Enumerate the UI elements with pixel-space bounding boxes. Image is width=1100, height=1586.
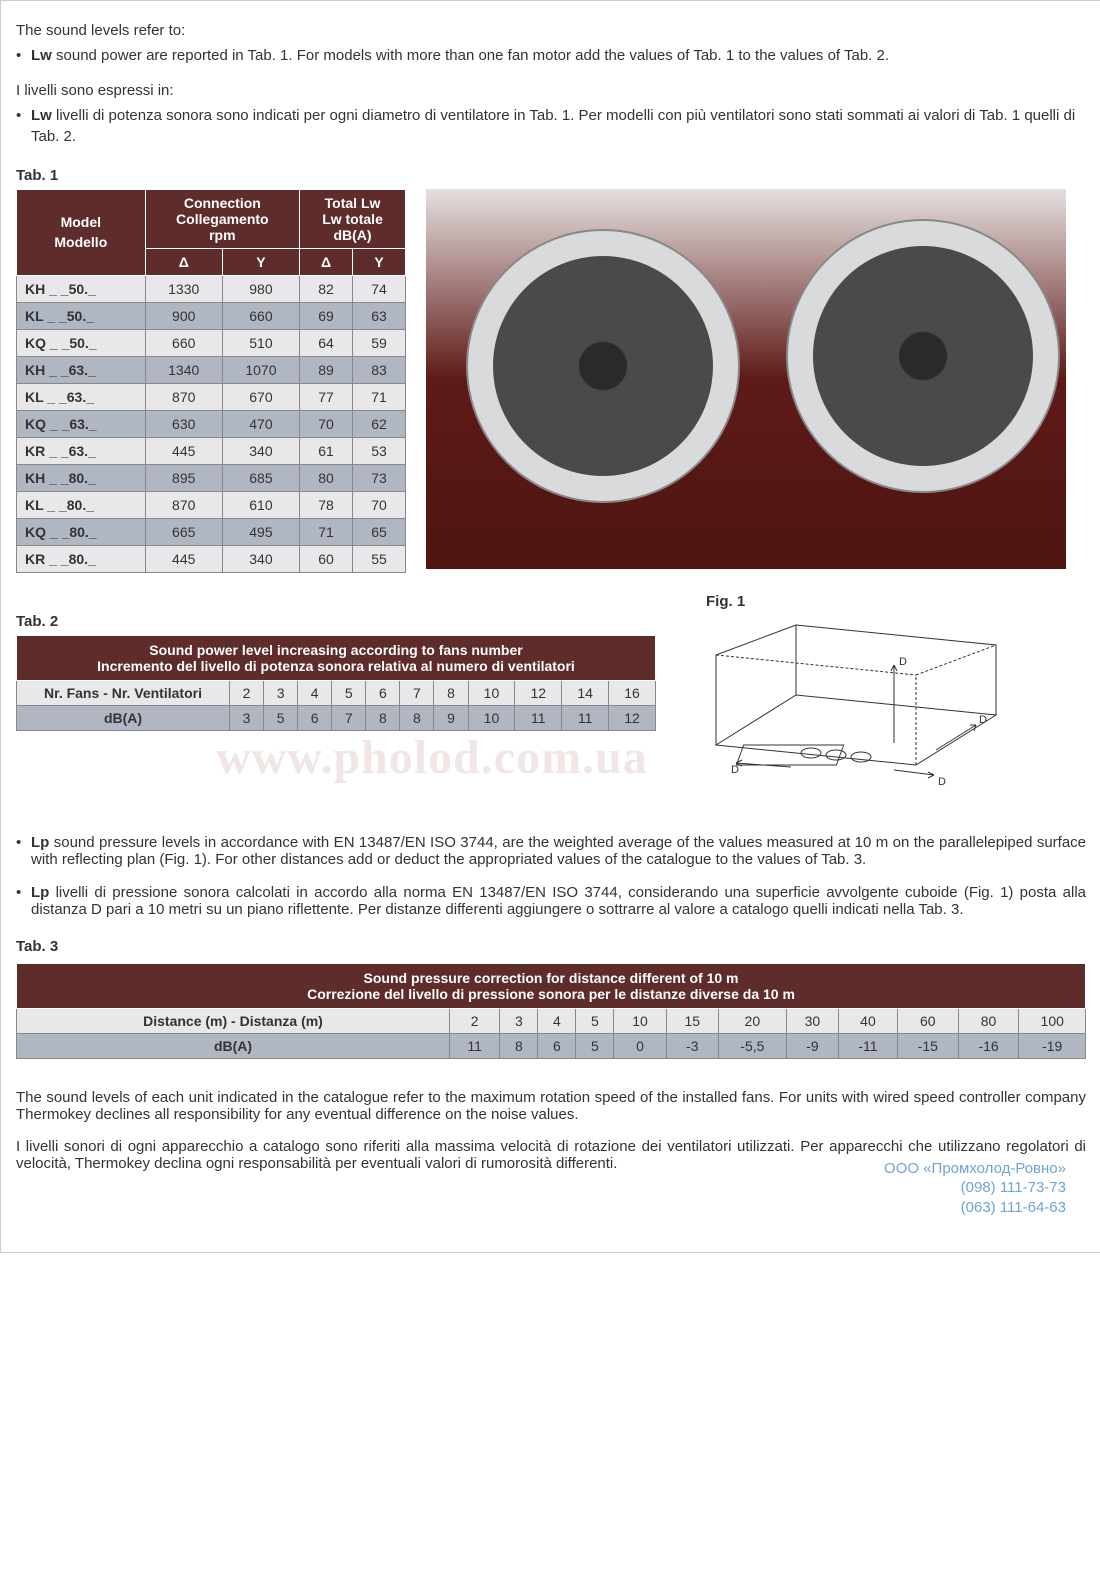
product-photo bbox=[426, 189, 1066, 569]
intro-en-bullet: sound power are reported in Tab. 1. For … bbox=[56, 47, 889, 64]
tab2-table: Sound power level increasing according t… bbox=[16, 635, 656, 731]
tab2-title: Sound power level increasing according t… bbox=[17, 636, 656, 681]
mid-en: sound pressure levels in accordance with… bbox=[31, 834, 1086, 868]
table-row: KL _ _80._8706107870 bbox=[17, 492, 406, 519]
svg-text:D: D bbox=[938, 776, 946, 788]
table-row: KL _ _50._9006606963 bbox=[17, 303, 406, 330]
intro-it-title: I livelli sono espressi in: bbox=[16, 80, 1086, 101]
tab1-h-lw: Total LwLw totaledB(A) bbox=[300, 190, 406, 249]
table-row: KQ _ _80._6654957165 bbox=[17, 519, 406, 546]
tab3-table: Sound pressure correction for distance d… bbox=[16, 963, 1086, 1059]
fig1-diagram: D D D D bbox=[676, 615, 1036, 805]
tab1-label: Tab. 1 bbox=[16, 167, 1086, 184]
intro-en-title: The sound levels refer to: bbox=[16, 20, 1086, 41]
table-row: KH _ _63._134010708983 bbox=[17, 357, 406, 384]
svg-text:D: D bbox=[979, 714, 987, 726]
footer-en: The sound levels of each unit indicated … bbox=[16, 1089, 1086, 1123]
tab3-label: Tab. 3 bbox=[16, 938, 1086, 955]
table-row: KQ _ _63._6304707062 bbox=[17, 411, 406, 438]
tab1-h-model: ModelModello bbox=[17, 190, 146, 276]
svg-text:D: D bbox=[899, 656, 907, 668]
intro-it-bullet: livelli di potenza sonora sono indicati … bbox=[31, 107, 1075, 145]
contact-block: ООО «Промхолод-Ровно» (098) 111-73-73 (0… bbox=[884, 1159, 1066, 1218]
table-row: KL _ _63._8706707771 bbox=[17, 384, 406, 411]
table-row: KH _ _50._13309808274 bbox=[17, 276, 406, 303]
table-row: KH _ _80._8956858073 bbox=[17, 465, 406, 492]
tab1-h-conn: ConnectionCollegamentorpm bbox=[145, 190, 299, 249]
tab2-label: Tab. 2 bbox=[16, 613, 656, 630]
svg-text:D: D bbox=[731, 764, 739, 776]
tab1-table: ModelModello ConnectionCollegamentorpm T… bbox=[16, 189, 406, 573]
table-row: KR _ _63._4453406153 bbox=[17, 438, 406, 465]
table-row: KQ _ _50._6605106459 bbox=[17, 330, 406, 357]
fig1-label: Fig. 1 bbox=[706, 593, 1086, 610]
table-row: KR _ _80._4453406055 bbox=[17, 546, 406, 573]
mid-it: livelli di pressione sonora calcolati in… bbox=[31, 884, 1086, 918]
tab3-title: Sound pressure correction for distance d… bbox=[17, 964, 1086, 1009]
